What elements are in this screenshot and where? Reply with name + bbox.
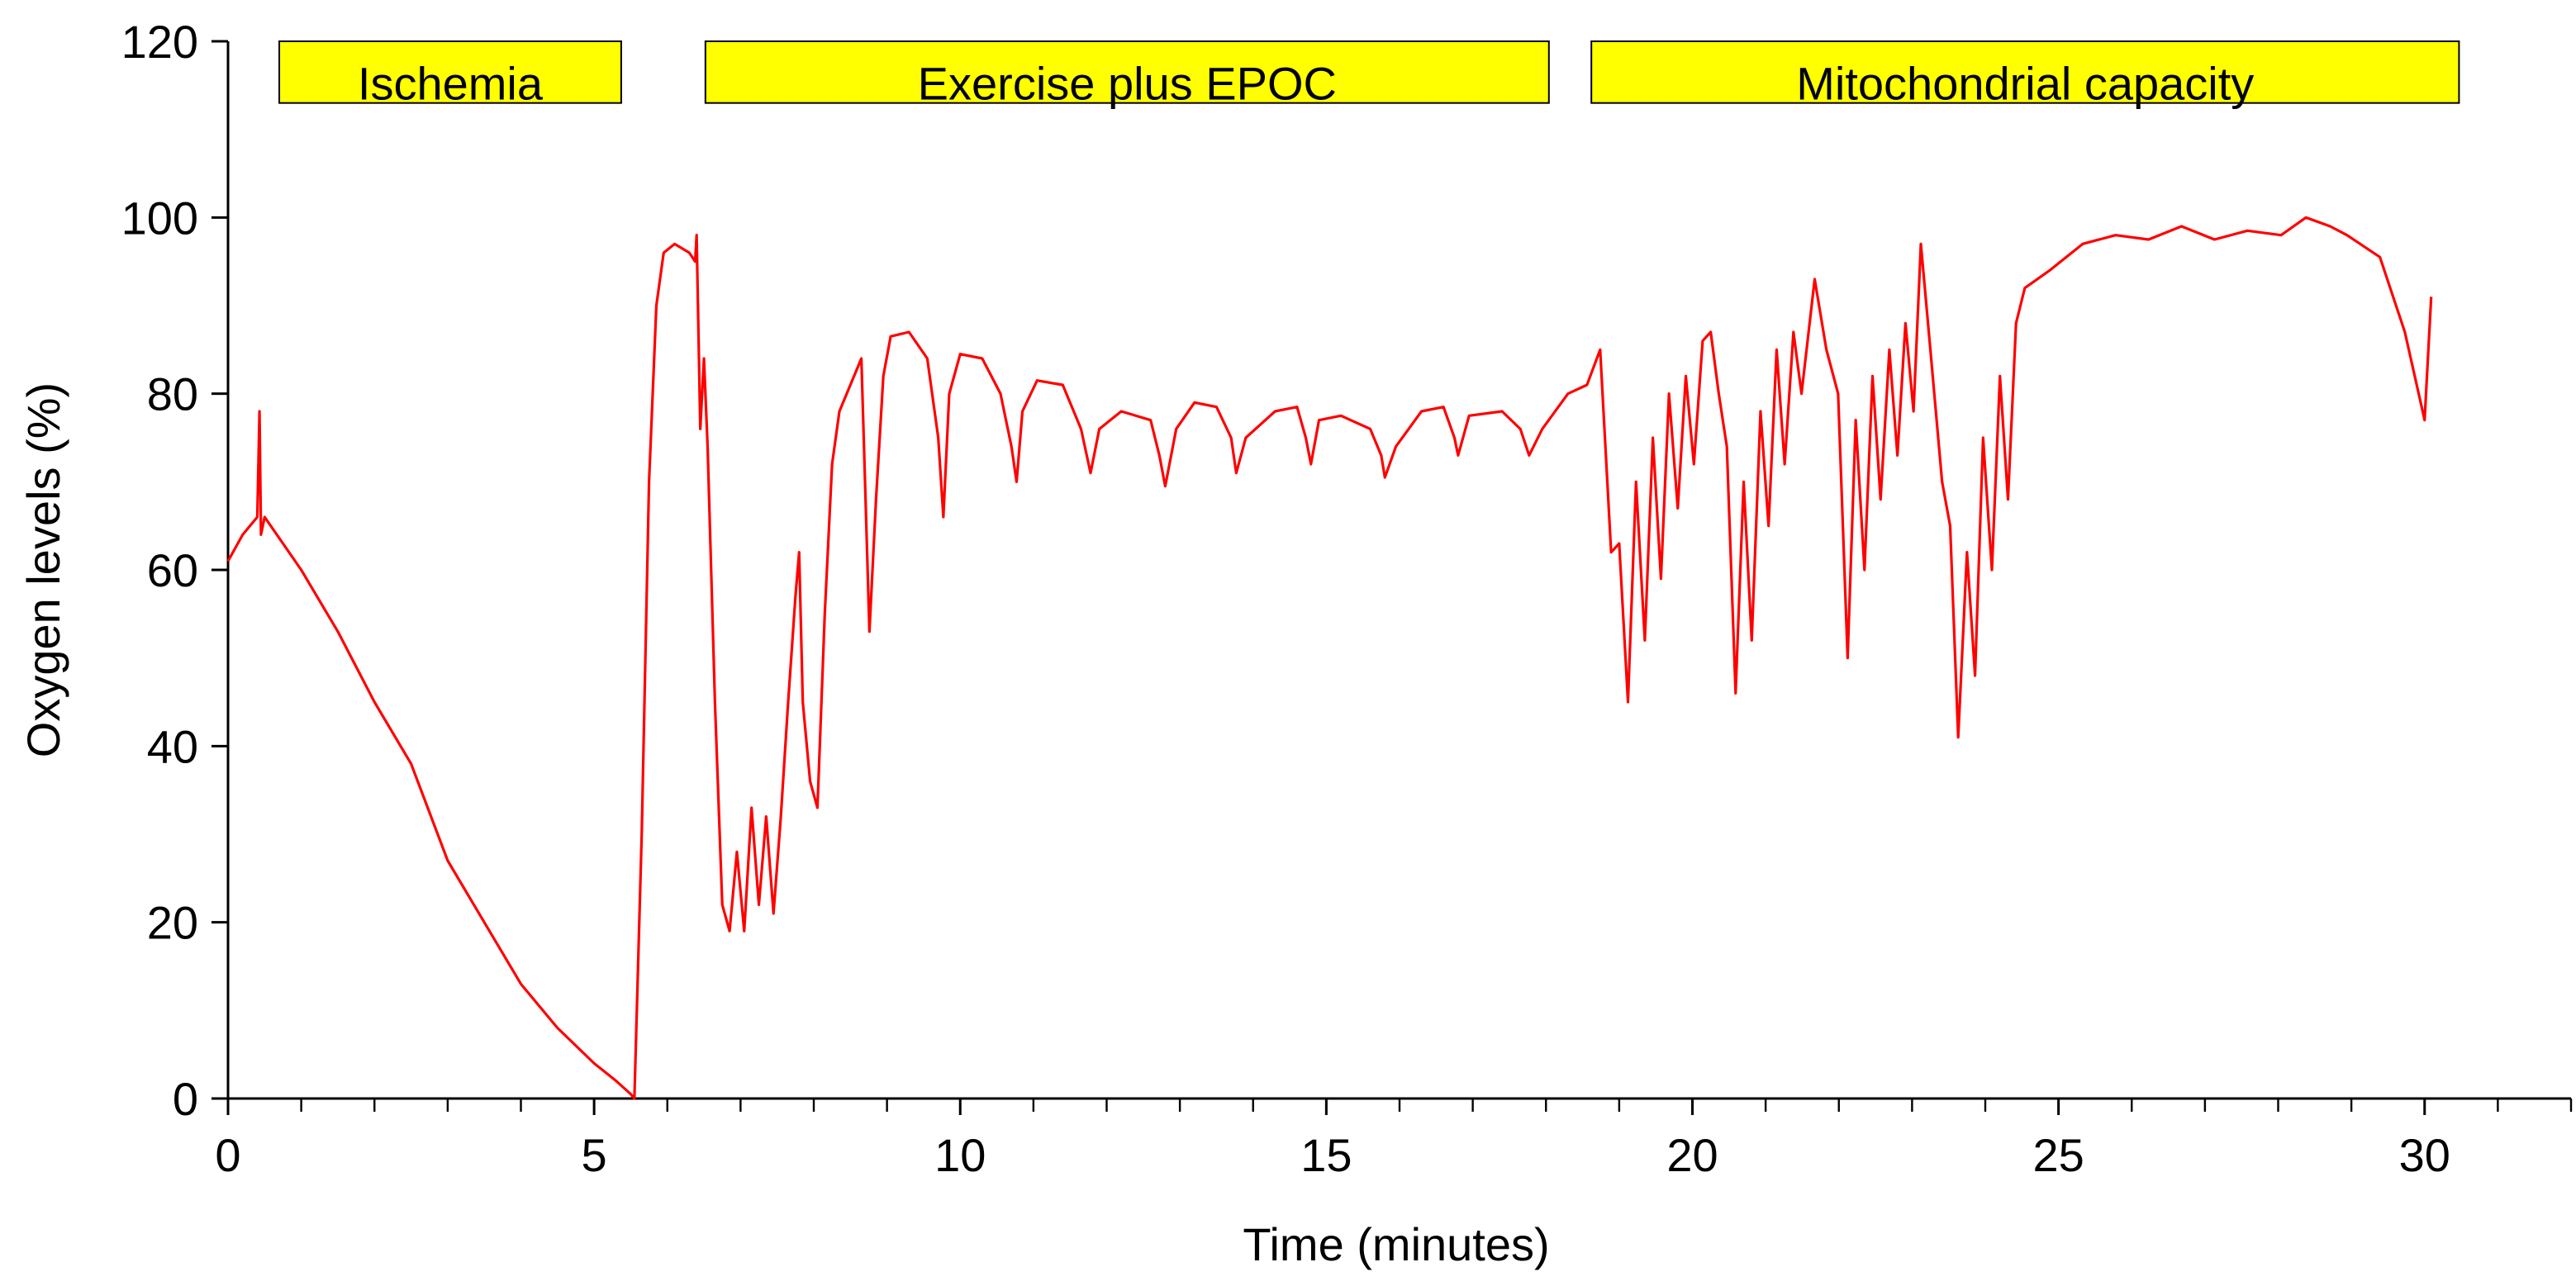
x-tick-label: 20 — [1666, 1129, 1718, 1181]
x-tick-label: 0 — [215, 1129, 240, 1181]
y-tick-label: 60 — [147, 544, 198, 596]
y-tick-label: 0 — [173, 1073, 198, 1125]
x-tick-label: 5 — [582, 1129, 607, 1181]
x-tick-label: 25 — [2032, 1129, 2084, 1181]
x-tick-label: 10 — [934, 1129, 986, 1181]
annotation-box — [1590, 40, 2460, 104]
annotation-box — [278, 40, 622, 104]
y-tick-label: 120 — [121, 16, 198, 68]
annotation-label: Mitochondrial capacity — [1796, 58, 2254, 110]
y-tick-label: 100 — [121, 192, 198, 244]
y-axis-label: Oxygen levels (%) — [17, 382, 69, 757]
annotation-label: Ischemia — [358, 58, 544, 110]
data-line — [226, 216, 2433, 1100]
y-tick-label: 20 — [147, 897, 198, 949]
x-axis-label: Time (minutes) — [1243, 1218, 1549, 1270]
y-tick-label: 40 — [147, 720, 198, 772]
x-tick-label: 30 — [2399, 1129, 2450, 1181]
x-tick-label: 15 — [1300, 1129, 1352, 1181]
annotation-label: Exercise plus EPOC — [918, 58, 1337, 110]
y-tick-label: 80 — [147, 368, 198, 420]
annotation-box — [704, 40, 1550, 104]
